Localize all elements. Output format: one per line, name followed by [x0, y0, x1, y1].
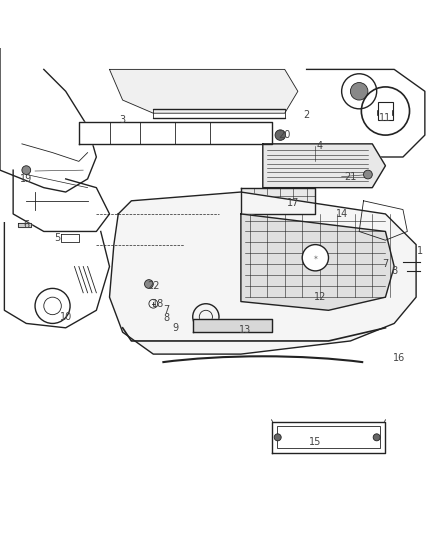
- Circle shape: [274, 434, 281, 441]
- Text: 8: 8: [391, 266, 397, 276]
- Text: 15: 15: [309, 437, 321, 447]
- Text: 9: 9: [172, 323, 178, 333]
- Polygon shape: [110, 69, 298, 113]
- Text: 10: 10: [60, 312, 72, 322]
- Text: 20: 20: [279, 130, 291, 140]
- Text: 7: 7: [382, 260, 389, 269]
- Text: 7: 7: [163, 305, 170, 316]
- Text: 8: 8: [163, 313, 170, 323]
- Text: 22: 22: [147, 281, 159, 291]
- Text: 5: 5: [54, 233, 60, 243]
- Text: 18: 18: [152, 298, 164, 309]
- Circle shape: [145, 280, 153, 288]
- Polygon shape: [241, 214, 394, 310]
- Circle shape: [22, 166, 31, 174]
- Bar: [277, 426, 380, 448]
- Polygon shape: [241, 188, 315, 214]
- Circle shape: [302, 245, 328, 271]
- Text: ✶: ✶: [312, 255, 318, 261]
- Circle shape: [275, 130, 286, 140]
- Text: 13: 13: [239, 325, 251, 335]
- Polygon shape: [193, 319, 272, 332]
- Text: 6: 6: [23, 220, 29, 230]
- Text: 12: 12: [314, 292, 326, 302]
- Text: 19: 19: [20, 174, 32, 184]
- Text: 11: 11: [379, 112, 392, 123]
- Circle shape: [350, 83, 368, 100]
- Circle shape: [364, 170, 372, 179]
- Text: 17: 17: [287, 198, 300, 208]
- Text: 3: 3: [120, 115, 126, 125]
- Circle shape: [373, 434, 380, 441]
- Polygon shape: [18, 223, 31, 227]
- Polygon shape: [79, 122, 272, 144]
- Polygon shape: [272, 422, 385, 453]
- Polygon shape: [263, 144, 385, 188]
- Text: 4: 4: [317, 141, 323, 151]
- Text: 21: 21: [344, 172, 357, 182]
- Text: 1: 1: [417, 246, 424, 256]
- Polygon shape: [110, 192, 416, 354]
- Text: 2: 2: [304, 110, 310, 120]
- Text: 16: 16: [392, 353, 405, 364]
- Text: 14: 14: [336, 209, 348, 219]
- Bar: [378, 102, 393, 120]
